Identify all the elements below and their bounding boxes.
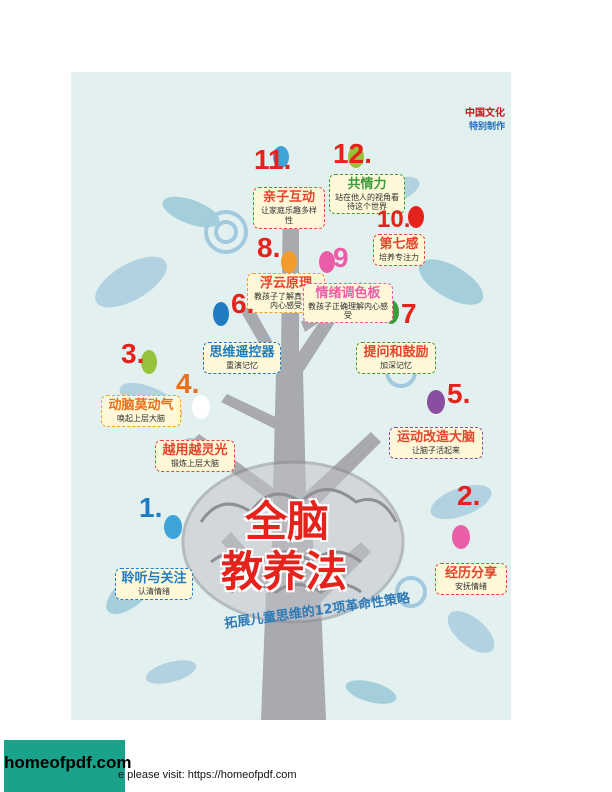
method-card-12: 共情力 站在他人的视角看待这个世界 [329,174,405,214]
method-card-9: 情绪调色板 教孩子正确理解内心感受 [303,283,393,323]
method-desc: 让脑子活起来 [412,446,460,455]
footer-text: e please visit: https://homeofpdf.com [118,769,297,781]
method-number-9: 9 [333,242,349,273]
method-card-1: 聆听与关注 认清情绪 [115,568,193,600]
method-card-6: 思维遥控器 重演记忆 [203,342,281,374]
method-title: 聆听与关注 [121,571,187,586]
method-number-12: 12. [333,138,372,169]
method-desc: 认清情绪 [138,587,170,596]
method-card-3: 动脑莫动气 唤起上层大脑 [101,395,181,427]
publisher-logo: 中国文化 特别制作 [465,104,505,132]
method-number-2: 2. [457,480,481,511]
method-desc: 培养专注力 [379,253,419,262]
method-number-1: 1. [139,492,163,523]
method-number-7: 7 [401,298,417,329]
publisher-name: 中国文化 [465,108,505,119]
method-number-4: 4. [176,368,200,399]
method-desc: 重演记忆 [226,361,258,370]
method-card-5: 运动改造大脑 让脑子活起来 [389,427,483,459]
publisher-note: 特别制作 [468,122,505,132]
method-number-10: 10. [377,206,411,233]
method-number-8: 8. [257,232,281,263]
method-title: 动脑莫动气 [108,398,174,413]
method-number-6: 6. [231,288,255,319]
method-title: 共情力 [347,177,387,192]
method-desc: 加深记忆 [380,361,412,370]
method-card-7: 提问和鼓励 加深记忆 [356,342,436,374]
method-desc: 站在他人的视角看待这个世界 [335,193,399,211]
site-badge[interactable]: homeofpdf.com [4,740,132,792]
method-desc: 唤起上层大脑 [117,414,165,423]
method-desc: 教孩子正确理解内心感受 [308,302,388,320]
method-title: 提问和鼓励 [363,345,429,360]
method-card-11: 亲子互动 让家庭乐趣多样性 [253,187,325,229]
method-desc: 安抚情绪 [455,582,487,591]
method-desc: 让家庭乐趣多样性 [261,206,317,225]
method-title: 情绪调色板 [315,286,381,301]
method-card-10: 第七感 培养专注力 [373,234,425,266]
book-title-line1: 全脑 [245,497,330,546]
book-cover: 中国文化 特别制作 11. 亲子互动 让家庭乐趣多样性 12. 共情力 站在他人… [71,72,511,720]
method-title: 运动改造大脑 [396,430,475,445]
method-number-3: 3. [121,338,145,369]
method-title: 思维遥控器 [209,345,275,360]
method-title: 浮云原理 [259,276,312,291]
method-card-4: 越用越灵光 锻炼上层大脑 [155,440,235,472]
method-card-2: 经历分享 安抚情绪 [435,563,507,595]
method-title: 第七感 [379,237,419,252]
method-number-5: 5. [447,378,471,409]
book-title-line2: 教养法 [221,547,348,596]
method-title: 越用越灵光 [162,443,228,458]
brain-shape [181,460,405,624]
badge-text: homeofpdf.com [4,753,132,772]
method-number-11: 11. [254,144,292,175]
method-title: 经历分享 [444,566,497,581]
method-desc: 教孩子了解真实的内心感受 [254,292,318,310]
method-title: 亲子互动 [262,190,315,205]
method-desc: 锻炼上层大脑 [171,459,219,468]
